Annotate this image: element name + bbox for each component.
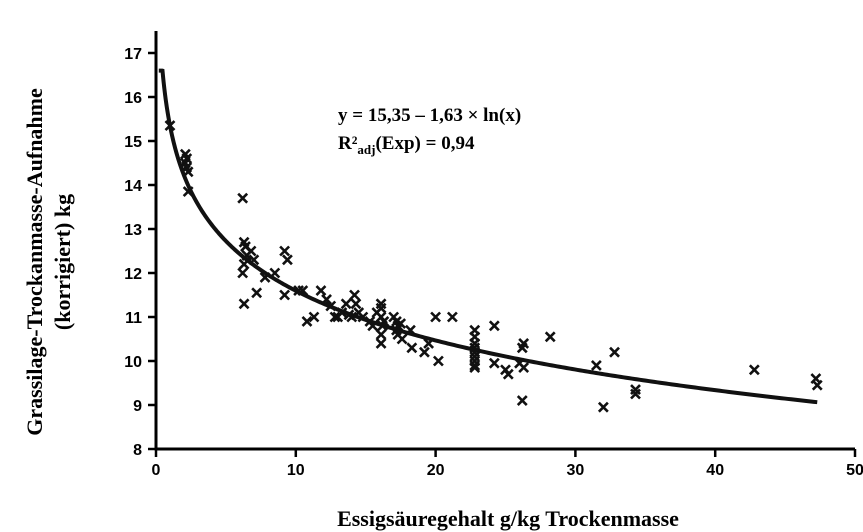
data-point: [279, 289, 291, 301]
data-point: [181, 153, 193, 165]
data-point: [308, 311, 320, 323]
data-point: [237, 267, 249, 279]
data-point: [544, 331, 556, 343]
data-point: [321, 293, 332, 305]
data-point: [609, 346, 620, 358]
data-point: [281, 254, 293, 266]
x-axis-ticks: 0 10 20 30 40 50: [152, 449, 863, 479]
data-point: [340, 298, 352, 310]
x-tick-label: 40: [706, 462, 724, 479]
data-point: [378, 315, 390, 327]
data-point: [432, 355, 444, 367]
y-tick-label: 17: [124, 46, 142, 63]
data-points: [164, 120, 823, 413]
data-point: [259, 271, 271, 283]
data-point: [349, 289, 360, 301]
data-point: [502, 368, 514, 380]
data-point: [350, 298, 362, 310]
y-tick-label: 15: [124, 134, 142, 151]
data-point: [430, 311, 442, 323]
y-tick-label: 16: [124, 90, 142, 107]
data-point: [325, 300, 337, 312]
x-tick-label: 50: [846, 462, 863, 479]
r2-rest: (Exp) = 0,94: [375, 133, 474, 154]
data-point: [248, 254, 260, 266]
y-tick-label: 11: [125, 310, 142, 327]
data-point: [279, 245, 291, 257]
y-axis-label-line2: (korrigiert) kg: [50, 194, 75, 330]
data-point: [297, 285, 309, 297]
data-point: [488, 357, 500, 369]
data-point: [516, 395, 528, 407]
data-point: [630, 384, 641, 396]
x-tick-label: 30: [567, 462, 585, 479]
y-tick-label: 14: [124, 178, 142, 195]
data-point: [597, 401, 609, 413]
y-tick-label: 9: [133, 398, 142, 415]
data-point: [182, 166, 194, 178]
data-point: [396, 333, 408, 345]
data-point: [469, 359, 481, 371]
data-point: [269, 267, 281, 279]
y-tick-label: 13: [124, 222, 142, 239]
data-point: [245, 245, 257, 257]
data-point: [748, 364, 760, 376]
data-point: [406, 342, 418, 354]
data-point: [346, 311, 358, 323]
data-point: [238, 258, 250, 270]
data-point: [395, 318, 407, 330]
y-tick-label: 10: [124, 354, 142, 371]
data-point: [488, 320, 500, 332]
equation-annotation: y = 15,35 – 1,63 × ln(x): [338, 105, 521, 126]
y-tick-label: 12: [124, 266, 142, 283]
data-point: [336, 307, 348, 319]
data-point: [367, 320, 379, 332]
data-point: [329, 311, 341, 323]
y-axis-label-line1: Grassilage-Trockanmasse-Aufnahme: [22, 88, 47, 436]
data-point: [446, 311, 458, 323]
data-point: [301, 315, 313, 327]
r2-subscript: adj: [357, 142, 375, 157]
data-point: [238, 298, 250, 310]
data-point: [315, 285, 327, 297]
data-point: [357, 311, 369, 323]
x-tick-label: 10: [287, 462, 305, 479]
r2-prefix: R²: [338, 133, 358, 154]
axes: [154, 31, 855, 451]
data-point: [237, 192, 249, 204]
data-point: [251, 287, 263, 299]
data-point: [182, 186, 194, 198]
data-point: [518, 362, 530, 374]
data-point: [375, 302, 387, 314]
fit-curve: [158, 68, 818, 405]
data-point: [375, 337, 387, 349]
data-point: [375, 329, 387, 341]
x-tick-label: 0: [152, 462, 161, 479]
x-axis-label: Essigsäuregehalt g/kg Trockenmasse: [337, 506, 679, 531]
data-point: [469, 362, 481, 374]
r2-annotation: R²adj(Exp) = 0,94: [338, 133, 475, 157]
data-point: [164, 120, 176, 132]
data-point: [811, 379, 823, 391]
data-point: [423, 337, 435, 349]
y-axis-ticks: 8 9 10 11 12 13 14 15 16 17: [124, 46, 156, 459]
y-tick-label: 8: [133, 442, 142, 459]
data-point: [518, 337, 530, 349]
data-point: [590, 359, 602, 371]
data-point: [405, 324, 416, 336]
data-point: [418, 346, 430, 358]
x-tick-label: 20: [427, 462, 445, 479]
